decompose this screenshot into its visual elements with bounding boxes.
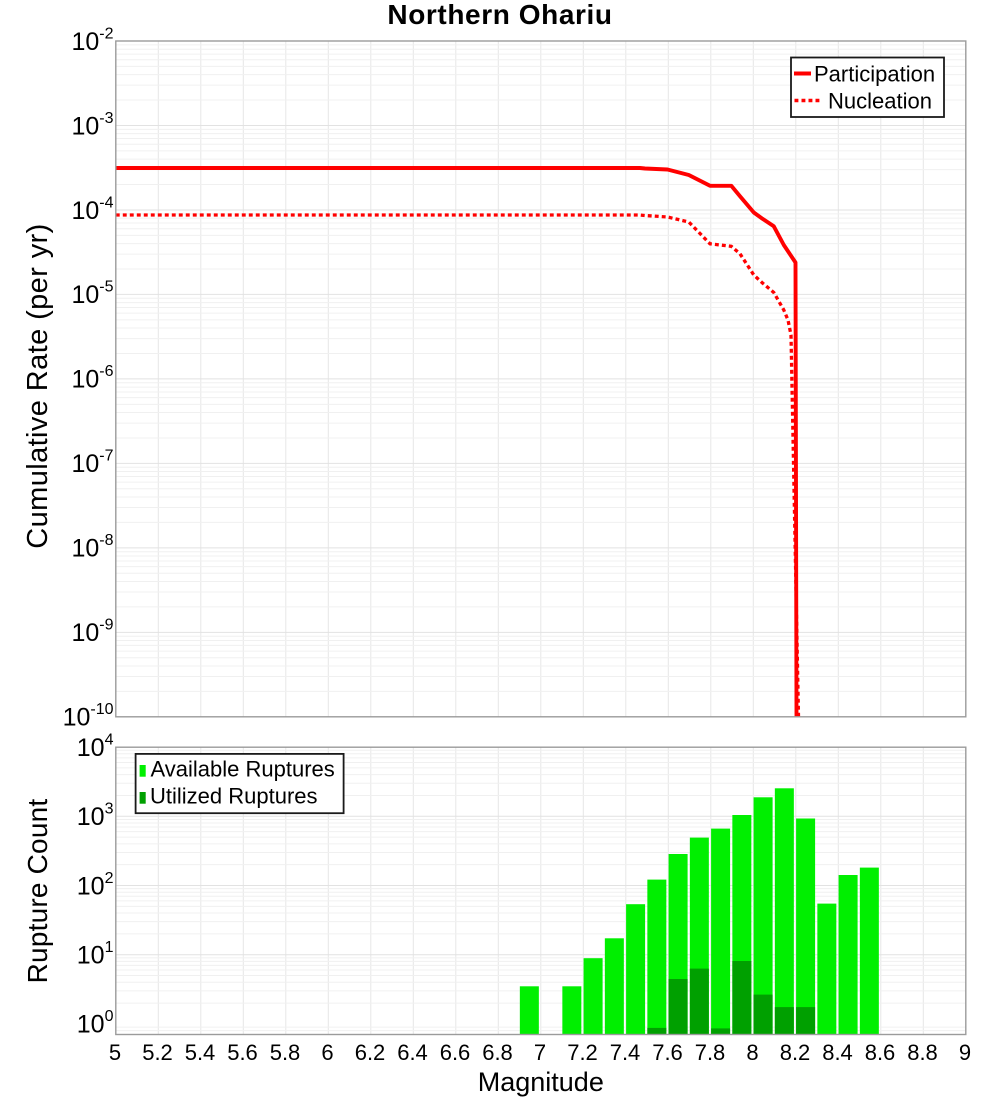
svg-text:Nucleation: Nucleation	[828, 89, 932, 114]
svg-text:Magnitude: Magnitude	[478, 1067, 604, 1097]
svg-text:5.4: 5.4	[185, 1040, 216, 1065]
svg-text:6: 6	[321, 1040, 333, 1065]
svg-text:Participation: Participation	[814, 62, 935, 87]
svg-text:6.6: 6.6	[440, 1040, 471, 1065]
svg-text:8.2: 8.2	[780, 1040, 811, 1065]
svg-text:10-2: 10-2	[71, 25, 113, 56]
svg-text:Utilized Ruptures: Utilized Ruptures	[150, 784, 318, 809]
svg-text:7.4: 7.4	[610, 1040, 641, 1065]
svg-text:Rupture Count: Rupture Count	[22, 799, 53, 984]
svg-text:8.4: 8.4	[822, 1040, 853, 1065]
svg-text:8.6: 8.6	[865, 1040, 896, 1065]
svg-text:5: 5	[109, 1040, 121, 1065]
svg-text:6.4: 6.4	[397, 1040, 428, 1065]
svg-text:10-3: 10-3	[71, 110, 113, 141]
svg-text:7.8: 7.8	[695, 1040, 726, 1065]
svg-text:7.6: 7.6	[652, 1040, 683, 1065]
svg-text:7.2: 7.2	[567, 1040, 598, 1065]
svg-text:5.2: 5.2	[142, 1040, 173, 1065]
svg-text:6.2: 6.2	[355, 1040, 386, 1065]
svg-text:6.8: 6.8	[482, 1040, 513, 1065]
svg-text:10-5: 10-5	[71, 279, 113, 310]
svg-text:7: 7	[534, 1040, 546, 1065]
svg-text:Northern Ohariu: Northern Ohariu	[387, 0, 612, 30]
svg-text:10-9: 10-9	[71, 617, 113, 648]
svg-text:9: 9	[959, 1040, 971, 1065]
svg-text:5.6: 5.6	[227, 1040, 258, 1065]
svg-text:Available Ruptures: Available Ruptures	[151, 757, 335, 782]
svg-text:Cumulative Rate (per yr): Cumulative Rate (per yr)	[22, 223, 54, 548]
svg-text:8.8: 8.8	[907, 1040, 938, 1065]
svg-text:8: 8	[746, 1040, 758, 1065]
svg-text:5.8: 5.8	[270, 1040, 301, 1065]
svg-text:10-7: 10-7	[71, 448, 113, 479]
